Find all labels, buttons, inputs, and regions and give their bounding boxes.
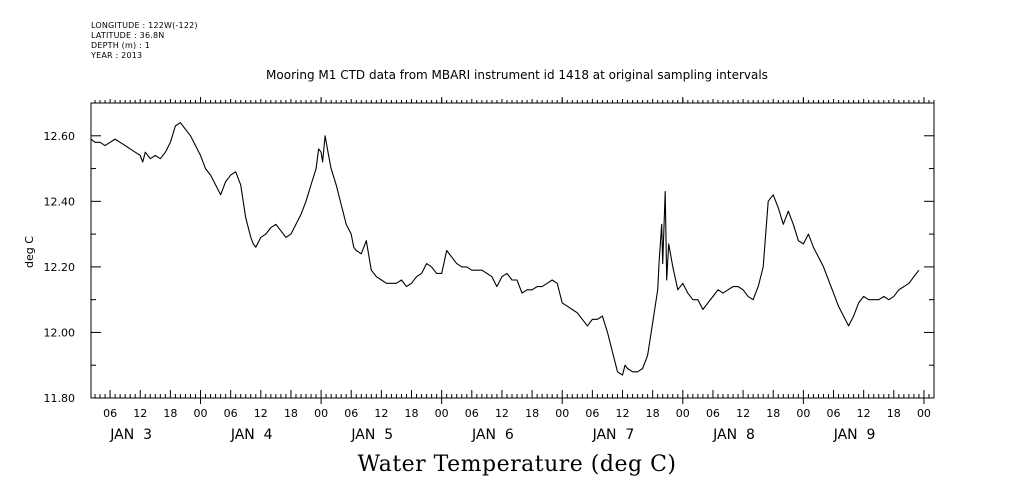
x-tick-label: 06 <box>827 407 841 420</box>
x-axis: 06 12 18 00 06 12 18 00 06 12 18 00 06 12 18 00 06 12 18 00… <box>94 97 935 443</box>
x-tick-label: 00 <box>676 407 690 420</box>
year-label: YEAR : 2013 <box>91 51 143 60</box>
x-tick-label: 18 <box>887 407 901 420</box>
x-day-label: JAN 8 <box>712 427 755 443</box>
y-axis-label: deg C <box>23 236 36 268</box>
x-tick-label: 00 <box>435 407 449 420</box>
x-tick-label: 00 <box>555 407 569 420</box>
chart-title: Mooring M1 CTD data from MBARI instrumen… <box>266 68 768 82</box>
x-tick-label: 06 <box>585 407 599 420</box>
x-tick-label: 00 <box>194 407 208 420</box>
latitude-label: LATITUDE : 36.8N <box>91 31 165 40</box>
plot-border <box>90 102 935 399</box>
y-tick-label: 12.20 <box>44 261 76 274</box>
x-tick-label: 00 <box>796 407 810 420</box>
variable-title: Water Temperature (deg C) <box>357 452 677 477</box>
x-tick-label: 12 <box>374 407 388 420</box>
x-tick-label: 06 <box>224 407 238 420</box>
x-tick-label: 18 <box>284 407 298 420</box>
x-day-label: JAN 5 <box>350 427 393 443</box>
x-day-label: JAN 3 <box>109 427 152 443</box>
x-tick-label: 12 <box>495 407 509 420</box>
y-tick-label: 12.60 <box>44 130 76 143</box>
x-tick-label: 12 <box>616 407 630 420</box>
y-axis: 12.60 12.40 12.20 12.00 11.80 <box>44 130 934 405</box>
y-tick-label: 11.80 <box>44 392 76 405</box>
x-day-label: JAN 6 <box>471 427 514 443</box>
x-tick-label: 00 <box>314 407 328 420</box>
y-tick-label: 12.40 <box>44 195 76 208</box>
x-tick-label: 18 <box>646 407 660 420</box>
x-tick-label: 06 <box>465 407 479 420</box>
x-tick-label: 06 <box>103 407 117 420</box>
x-tick-label: 18 <box>766 407 780 420</box>
metadata-block: LONGITUDE : 122W(-122) LATITUDE : 36.8N … <box>91 21 198 61</box>
x-tick-label: 18 <box>405 407 419 420</box>
x-tick-label: 06 <box>344 407 358 420</box>
y-tick-label: 12.00 <box>44 326 76 339</box>
x-tick-label: 18 <box>163 407 177 420</box>
x-tick-label: 06 <box>706 407 720 420</box>
x-day-label: JAN 9 <box>833 427 876 443</box>
plot-frame <box>90 102 935 399</box>
x-tick-label: 00 <box>917 407 931 420</box>
x-day-label: JAN 4 <box>230 427 273 443</box>
x-tick-label: 12 <box>254 407 268 420</box>
x-tick-label: 12 <box>857 407 871 420</box>
x-tick-label: 12 <box>133 407 147 420</box>
series-line-0 <box>90 122 920 376</box>
x-tick-label: 18 <box>525 407 539 420</box>
x-tick-label: 12 <box>736 407 750 420</box>
series-line-group <box>90 122 920 376</box>
depth-label: DEPTH (m) : 1 <box>91 41 150 50</box>
longitude-label: LONGITUDE : 122W(-122) <box>91 21 198 30</box>
x-day-label: JAN 7 <box>592 427 635 443</box>
